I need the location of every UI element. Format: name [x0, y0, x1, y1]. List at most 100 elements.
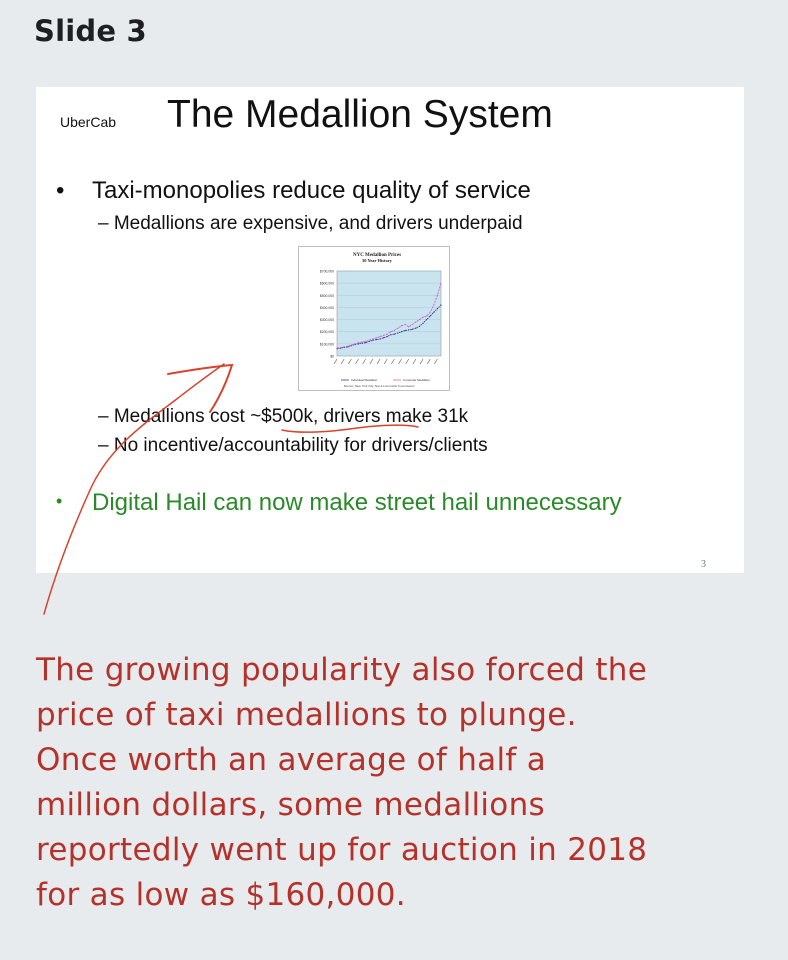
x-tick-mark	[340, 358, 345, 365]
data-point	[379, 338, 381, 340]
slide-title: The Medallion System	[167, 93, 553, 136]
data-point	[386, 335, 388, 338]
data-point	[404, 329, 406, 332]
y-tick-label: $0	[330, 355, 334, 359]
data-point	[375, 337, 378, 339]
caption-line: price of taxi medallions to plunge.	[36, 697, 577, 733]
x-tick-mark	[362, 358, 366, 365]
x-tick-mark	[405, 358, 409, 365]
data-point	[426, 318, 428, 321]
plot-area	[336, 270, 442, 357]
data-point	[368, 340, 370, 343]
data-point	[400, 331, 403, 333]
data-point	[436, 294, 439, 296]
data-point	[375, 339, 378, 341]
data-point	[357, 343, 360, 345]
x-tick-mark	[398, 358, 402, 365]
y-tick-label: $500,000	[320, 294, 334, 298]
y-tick-label: $600,000	[320, 282, 334, 286]
chart-legend: Individual Medallion Corporate Medallion	[341, 378, 430, 382]
x-tick-mark	[426, 358, 431, 365]
data-point	[365, 340, 367, 343]
series-lines	[336, 282, 442, 350]
data-point	[361, 342, 363, 344]
x-tick-mark	[383, 358, 388, 365]
data-point	[418, 325, 421, 327]
data-point	[390, 331, 392, 333]
x-tick-mark	[412, 358, 417, 365]
legend-label: Individual Medallion	[351, 378, 378, 382]
data-point	[347, 345, 349, 347]
data-point	[433, 311, 435, 313]
caption-line: for as low as $160,000.	[36, 877, 406, 913]
y-tick-label: $700,000	[320, 270, 334, 274]
slide-page-number: 3	[701, 559, 706, 570]
data-point	[379, 335, 381, 338]
data-point	[393, 333, 395, 335]
source-note: Source: New York City Taxi & Limousine C…	[344, 384, 415, 388]
data-point	[343, 346, 345, 348]
data-point	[415, 327, 417, 329]
data-point	[429, 315, 431, 317]
data-point	[408, 329, 410, 331]
y-tick-label: $300,000	[320, 318, 334, 322]
x-tick-mark	[391, 358, 395, 365]
caption-line: Once worth an average of half a	[36, 742, 547, 778]
caption-line: reportedly went up for auction in 2018	[36, 832, 648, 868]
y-tick-label: $400,000	[320, 306, 334, 310]
data-point	[368, 339, 370, 341]
data-point	[415, 321, 417, 323]
data-point	[404, 323, 406, 326]
x-tick-mark	[333, 358, 338, 365]
data-point	[440, 304, 442, 306]
bullet-text: Digital Hail can now make street hail un…	[92, 489, 622, 516]
data-point	[383, 337, 385, 339]
data-point	[436, 308, 439, 310]
x-tick-mark	[355, 358, 359, 365]
data-point	[411, 323, 413, 326]
data-point	[383, 334, 385, 336]
data-point	[390, 334, 392, 336]
x-tick-mark	[376, 358, 381, 365]
x-tick-marks	[333, 358, 438, 365]
series-line-0	[336, 304, 442, 350]
chart-svg: NYC Medallion Prices 30 Year History $70…	[320, 253, 442, 388]
series-line-1	[336, 283, 442, 349]
data-point	[422, 322, 424, 324]
data-point	[354, 343, 356, 345]
data-point	[408, 326, 410, 328]
data-point	[372, 339, 374, 341]
data-point	[397, 327, 399, 329]
bullet-text: Taxi-monopolies reduce quality of servic…	[92, 177, 531, 204]
y-tick-label: $200,000	[320, 330, 334, 334]
post-heading: Slide 3	[34, 14, 147, 48]
data-point	[433, 304, 435, 306]
data-point	[397, 332, 399, 334]
legend-label: Corporate Medallion	[403, 378, 430, 382]
slide-image: UberCab The Medallion System • Taxi-mono…	[36, 87, 744, 573]
x-tick-mark	[369, 358, 374, 365]
x-tick-mark	[348, 358, 352, 365]
bullet-dot: •	[56, 177, 65, 204]
data-point	[386, 333, 388, 335]
data-point	[440, 282, 442, 284]
data-point	[418, 318, 421, 321]
data-point	[429, 311, 431, 313]
sub-bullet: – Medallions are expensive, and drivers …	[98, 213, 523, 234]
caption-line: The growing popularity also forced the	[36, 652, 648, 688]
slide-logo: UberCab	[60, 114, 117, 130]
data-point	[361, 341, 363, 343]
data-point	[411, 328, 413, 330]
data-point	[365, 342, 367, 344]
caption-text: The growing popularity also forced the p…	[36, 648, 766, 918]
caption-line: million dollars, some medallions	[36, 787, 545, 823]
chart-subtitle: 30 Year History	[362, 258, 393, 263]
data-point	[336, 347, 338, 349]
data-point	[372, 338, 374, 340]
data-point	[426, 315, 428, 317]
data-point	[357, 342, 360, 344]
data-point	[339, 346, 342, 349]
data-point	[393, 329, 395, 332]
y-tick-labels: $700,000 $600,000 $500,000 $400,000 $300,000…	[320, 270, 334, 359]
data-point	[422, 316, 424, 318]
